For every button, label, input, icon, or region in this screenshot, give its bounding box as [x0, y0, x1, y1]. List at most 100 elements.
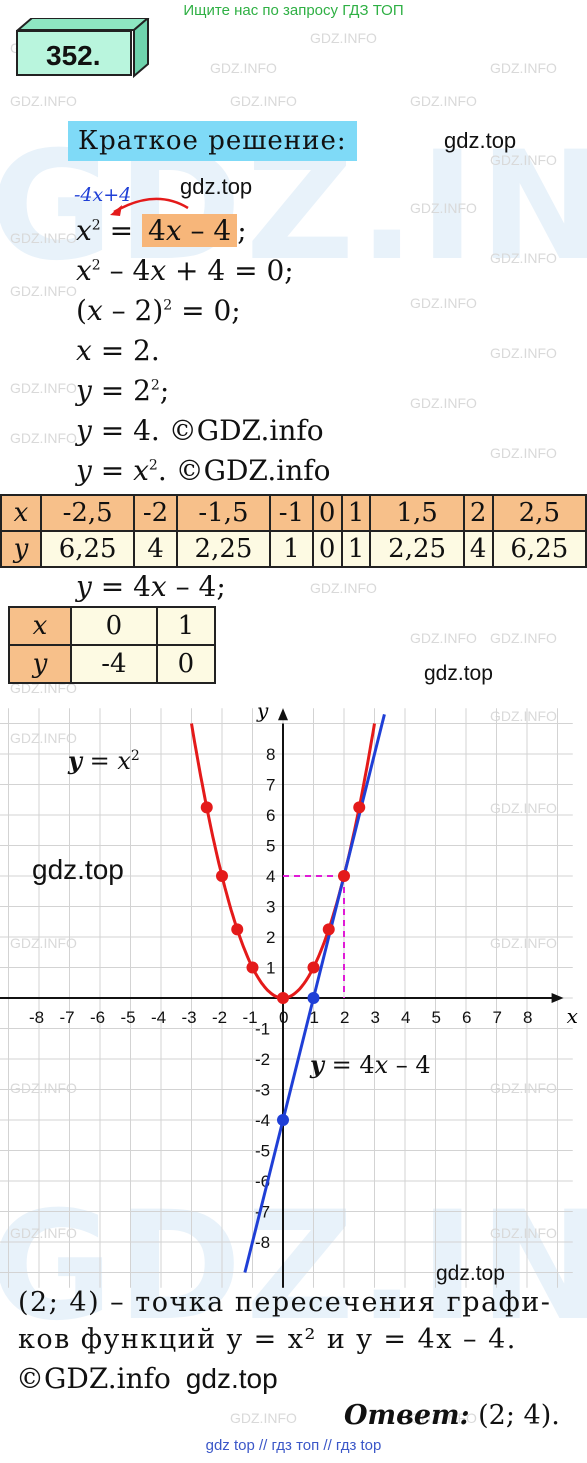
y-tick-label: 1: [266, 959, 275, 978]
parabola-point: [277, 992, 289, 1004]
watermark: GDZ.INFO: [310, 30, 377, 46]
watermark: GDZ.INFO: [10, 380, 77, 396]
solution-line: x2 – 4x + 4 = 0;: [76, 254, 294, 287]
table-cell: 6,25: [491, 530, 587, 568]
table-cell: -1,5: [175, 494, 272, 532]
watermark: GDZ.INFO: [490, 152, 557, 168]
table-cell: 0: [70, 606, 158, 646]
watermark: GDZ.INFO: [10, 430, 77, 446]
table-cell: 2,5: [491, 494, 587, 532]
x-axis-label: x: [567, 1004, 578, 1028]
solution-line: y = x2. ©GDZ.info: [76, 454, 331, 487]
x-tick-label: -2: [212, 1008, 227, 1027]
watermark: GDZ.INFO: [490, 800, 557, 816]
watermark: GDZ.INFO: [410, 200, 477, 216]
x-tick-label: 7: [493, 1008, 502, 1027]
solution-line: x = 2.: [76, 334, 160, 367]
gdz-label: gdz.top: [185, 1363, 278, 1394]
watermark: GDZ.INFO: [410, 395, 477, 411]
exercise-number-badge: 352.: [16, 18, 150, 79]
watermark: GDZ.INFO: [10, 730, 77, 746]
copyright: ©GDZ.info gdz.top: [16, 1362, 278, 1395]
solution-line: x2 = 4x – 4;: [76, 214, 247, 247]
table-header-y: y: [0, 530, 42, 568]
parabola-point: [307, 961, 320, 974]
x-tick-label: 1: [310, 1008, 319, 1027]
parabola-value-table: x -2,5 -2 -1,5 -1 0 1 1,5 2 2,5 y 6,25 4…: [0, 494, 587, 568]
table-cell: -2,5: [39, 494, 136, 532]
exercise-number: 352.: [46, 40, 101, 71]
x-tick-label: -6: [90, 1008, 105, 1027]
table-cell: 2,25: [175, 530, 272, 568]
parabola-point: [246, 961, 259, 974]
move-arrow: [110, 197, 189, 216]
x-tick-label: -5: [121, 1008, 136, 1027]
y-tick-label: 8: [266, 745, 275, 764]
line-equation: y = 4x – 4;: [76, 570, 226, 603]
watermark: GDZ.INFO: [10, 1225, 77, 1241]
y-tick-label: -3: [255, 1081, 270, 1100]
x-tick-label: -4: [151, 1008, 166, 1027]
watermark: GDZ.INFO: [410, 93, 477, 109]
watermark: GDZ.INFO: [490, 250, 557, 266]
y-axis-arrow: [278, 708, 288, 721]
badge-face: [16, 30, 132, 76]
watermark: GDZ.INFO: [210, 60, 277, 76]
function-graph: -8 -7 -6 -5 -4 -3 -2 -1 0 1 2 3 4 5 6 7 887654321-1-2-3-…: [0, 698, 578, 1288]
solution-line: y = 4. ©GDZ.info: [76, 414, 324, 447]
answer-value: (2; 4).: [478, 1400, 560, 1431]
watermark: GDZ.INFO: [10, 1080, 77, 1096]
y-tick-label: 4: [266, 867, 275, 886]
table-cell: 1,5: [369, 494, 465, 532]
watermark: GDZ.INFO: [230, 93, 297, 109]
gdz-label: gdz.top: [32, 854, 124, 885]
table-cell: 1: [340, 494, 372, 532]
parabola-point: [353, 801, 366, 814]
y-tick-label: -1: [255, 1020, 270, 1039]
y-tick-label: -4: [255, 1111, 270, 1130]
watermark: GDZ.INFO: [10, 230, 77, 246]
watermark: GDZ.INFO: [230, 1410, 297, 1426]
x-axis-arrow: [551, 993, 564, 1003]
table-cell: -1: [269, 494, 314, 532]
answer-label: Ответ:: [344, 1400, 470, 1431]
table-cell: 4: [462, 530, 494, 568]
x-tick-label: -7: [60, 1008, 75, 1027]
table-row: x 0 1: [8, 606, 217, 646]
table-header-x: x: [8, 606, 72, 646]
table-cell: 2: [462, 494, 494, 532]
x-tick-label: 5: [432, 1008, 441, 1027]
watermark: GDZ.INFO: [310, 580, 377, 596]
search-banner[interactable]: Ищите нас по запросу ГДЗ ТОП: [183, 2, 404, 19]
table-row: x -2,5 -2 -1,5 -1 0 1 1,5 2 2,5: [0, 494, 587, 532]
table-cell: 0: [155, 644, 217, 684]
x-tick-label: -8: [29, 1008, 44, 1027]
section-heading: Краткое решение:: [68, 121, 357, 161]
watermark: GDZ.INFO: [490, 630, 557, 646]
watermark: GDZ.INFO: [490, 1080, 557, 1096]
gdz-label: gdz.top: [180, 174, 253, 199]
x-tick-label: 2: [340, 1008, 349, 1027]
parabola-point: [200, 801, 213, 814]
line-point: [307, 992, 320, 1004]
parabola-point: [216, 870, 228, 882]
watermark: GDZ.INFO: [490, 1225, 557, 1241]
solution-line: (x – 2)2 = 0;: [76, 294, 241, 327]
y-tick-label: 2: [266, 928, 275, 947]
y-tick-label: -5: [255, 1142, 270, 1161]
bottom-links[interactable]: gdz top // гдз топ // гдз top: [205, 1437, 382, 1454]
watermark: GDZ.INFO: [10, 283, 77, 299]
table-cell: 1: [269, 530, 314, 568]
x-tick-label: -1: [243, 1008, 258, 1027]
parabola-point: [231, 923, 244, 936]
table-cell: 6,25: [39, 530, 136, 568]
table-cell: 1: [155, 606, 217, 646]
parabola-point: [338, 870, 350, 882]
x-tick-label: 3: [371, 1008, 380, 1027]
y-axis-label: y: [256, 698, 269, 722]
solution-line: y = 22;: [76, 374, 170, 407]
watermark: GDZ.INFO: [10, 680, 77, 696]
table-cell: 2,25: [369, 530, 465, 568]
table-row: y -4 0: [8, 644, 217, 684]
table-header-x: x: [0, 494, 42, 532]
